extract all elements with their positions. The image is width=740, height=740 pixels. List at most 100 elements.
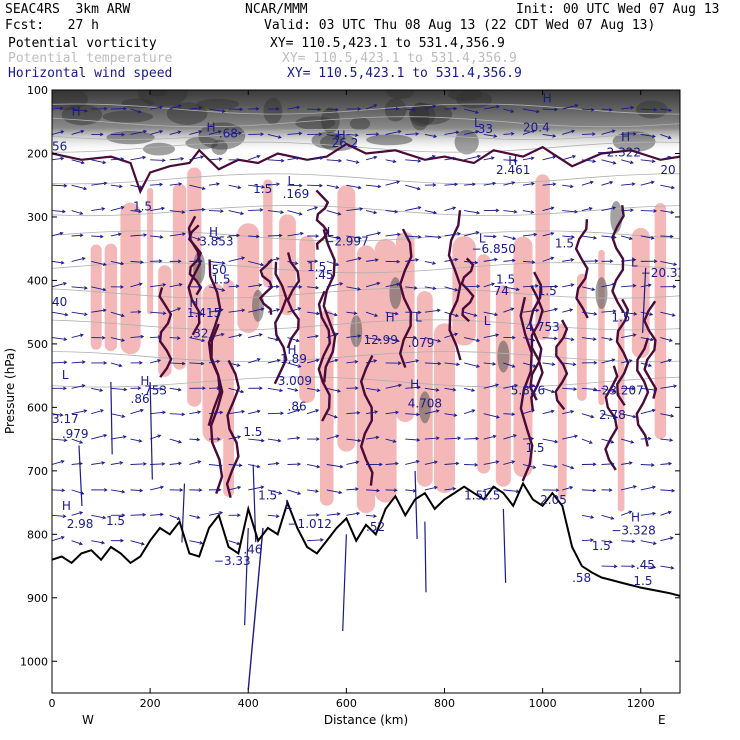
wind-vector — [52, 536, 65, 542]
wind-vector-head — [535, 109, 540, 114]
contour-label: 4.708 — [408, 396, 442, 410]
wind-vector — [52, 489, 65, 491]
wind-vector — [248, 235, 259, 238]
wind-vector-head — [159, 129, 164, 134]
wind-vector — [640, 409, 656, 415]
wind-vector — [208, 183, 220, 186]
wind-vector-head — [592, 337, 597, 341]
wind-vector-head — [196, 437, 201, 442]
wind-vector-head — [453, 106, 458, 111]
wind-vector-head — [610, 462, 615, 466]
wind-vector-head — [455, 461, 460, 466]
center-label: NCAR/MMM — [245, 2, 308, 17]
wind-vector — [130, 234, 147, 237]
wind-vector-head — [669, 536, 674, 540]
contour-label: .46 — [243, 542, 262, 556]
wind-vector-head — [357, 287, 362, 291]
wind-vector — [483, 235, 496, 238]
wind-vector — [267, 359, 281, 364]
y-tick-label: 600 — [27, 401, 48, 414]
wind-vector-head — [200, 155, 205, 159]
contour-label: −3.328 — [611, 523, 655, 537]
terrain-line — [52, 481, 680, 597]
wind-vector-head — [632, 414, 637, 419]
wind-vector-head — [376, 488, 381, 493]
wind-vector — [542, 410, 554, 415]
wind-vector-head — [510, 131, 515, 136]
wind-vector — [169, 514, 181, 520]
contour-label: 20.4 — [523, 120, 550, 134]
wind-vector-head — [692, 136, 695, 139]
wind-vector-head — [162, 311, 167, 316]
contour-label: H — [209, 225, 218, 239]
wind-vector-head — [551, 389, 556, 394]
wind-vector-head — [140, 260, 144, 264]
wind-vector — [248, 410, 261, 415]
wind-vector — [385, 411, 399, 415]
wind-vector-head — [138, 439, 143, 443]
wind-vector-head — [216, 236, 221, 240]
wind-vector-head — [493, 134, 498, 138]
wind-vector — [189, 411, 201, 415]
contour-label: 20 — [660, 163, 675, 177]
wind-vector — [91, 434, 107, 440]
strato-patch — [198, 122, 246, 150]
wind-vector-head — [100, 409, 104, 413]
wind-vector-head — [590, 107, 595, 112]
wind-vector — [189, 337, 205, 342]
wind-vector-head — [198, 285, 203, 289]
wind-vector — [522, 309, 539, 313]
wind-vector — [71, 384, 85, 389]
wind-vector — [503, 384, 518, 389]
wind-vector-head — [413, 286, 418, 290]
wind-vector-head — [294, 261, 299, 265]
wind-vector-strong — [502, 508, 507, 583]
wind-vector — [228, 309, 245, 313]
wind-vector-head — [259, 208, 264, 212]
wind-vector — [424, 105, 436, 110]
wind-vector-head — [671, 488, 676, 493]
wind-vector-head — [433, 134, 438, 139]
wind-vector — [169, 337, 180, 339]
strato-patch — [455, 90, 493, 109]
wind-vector — [267, 438, 281, 442]
contour-label: 1.5 — [258, 488, 277, 502]
pv-contour-layer — [52, 142, 680, 498]
y-tick-label: 100 — [27, 84, 48, 97]
wind-vector-head — [573, 387, 578, 391]
wind-vector — [405, 360, 419, 364]
wind-vector — [130, 184, 143, 189]
wind-vector-head — [236, 158, 241, 162]
wind-vector-head — [612, 206, 617, 210]
wind-vector-head — [63, 282, 67, 286]
y-tick-label: 700 — [27, 465, 48, 478]
wind-vector — [287, 489, 301, 495]
wind-vector-head — [177, 307, 182, 311]
wind-vector — [150, 130, 163, 135]
wind-vector-head — [99, 388, 104, 392]
wind-vector-head — [201, 207, 206, 212]
pv-contour — [225, 359, 241, 498]
wind-vector-head — [159, 235, 164, 239]
x-tick-label: 1000 — [529, 697, 557, 710]
wind-vector — [150, 411, 166, 415]
wind-vector-head — [316, 388, 321, 393]
wind-vector-head — [101, 335, 106, 340]
wind-vector-head — [592, 159, 597, 163]
wind-vector-head — [217, 437, 221, 441]
wind-vector-head — [255, 106, 260, 111]
wind-vector-head — [691, 104, 694, 107]
wind-vector-head — [693, 308, 696, 311]
wind-vector — [346, 438, 361, 442]
wind-vector — [581, 181, 594, 186]
wind-vector — [346, 184, 361, 189]
wind-vector — [52, 210, 66, 213]
wind-vector — [581, 539, 594, 542]
wind-vector-head — [491, 282, 496, 287]
wind-vector — [169, 413, 185, 415]
wind-vector — [640, 133, 656, 138]
wind-vector-head — [593, 235, 598, 240]
wind-vector-head — [511, 412, 516, 416]
wind-vector — [228, 464, 242, 466]
wind-vector — [267, 412, 284, 415]
